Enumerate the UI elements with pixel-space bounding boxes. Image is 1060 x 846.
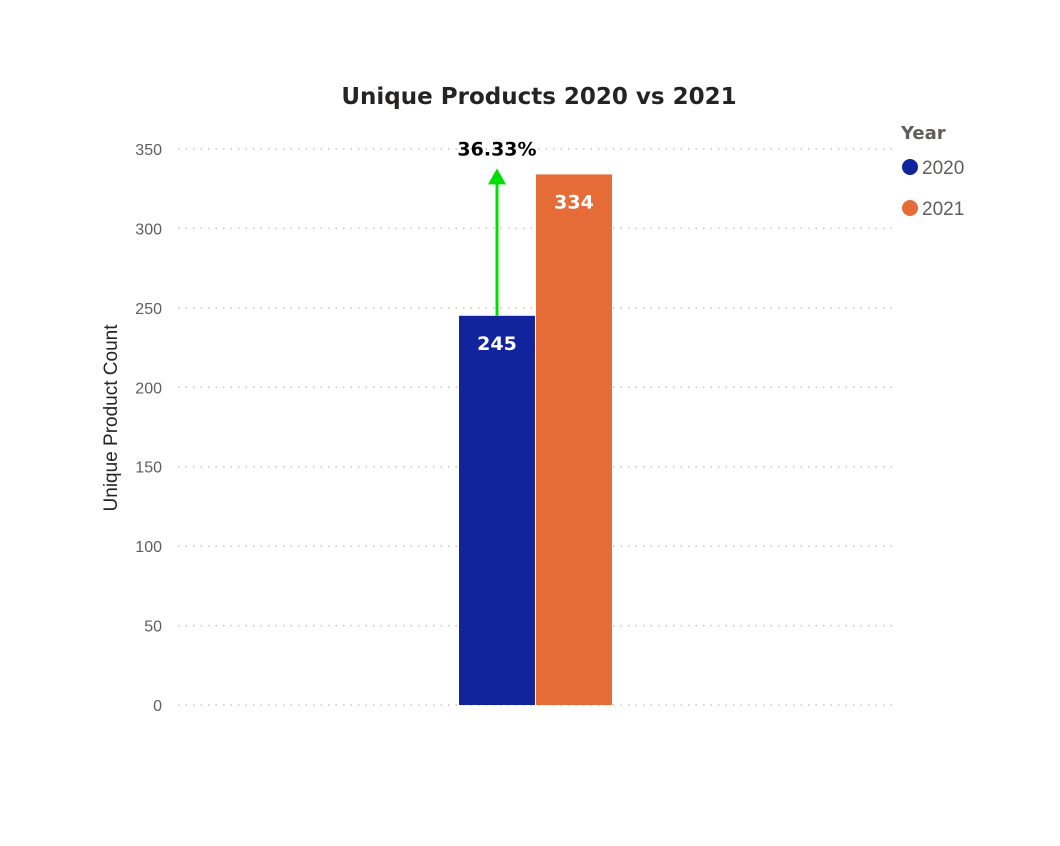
- growth-annotation: 36.33%: [457, 138, 537, 316]
- legend-marker-2020: [902, 159, 918, 175]
- legend-label-2020: 2020: [922, 158, 964, 179]
- y-tick-label-0: 0: [153, 698, 162, 715]
- legend-title: Year: [900, 123, 946, 144]
- y-tick-label-100: 100: [135, 539, 162, 556]
- bar-2020: [459, 315, 535, 705]
- y-tick-label-200: 200: [135, 380, 162, 397]
- y-tick-label-250: 250: [135, 301, 162, 318]
- y-tick-label-300: 300: [135, 221, 162, 238]
- bar-2021: [536, 174, 612, 706]
- y-tick-label-150: 150: [135, 460, 162, 477]
- growth-arrow-head-icon: [488, 168, 506, 185]
- legend: Year 2020 2021: [900, 123, 964, 220]
- y-axis-ticks: 0 50 100 150 200 250 300 350: [135, 142, 162, 715]
- legend-label-2021: 2021: [922, 199, 964, 220]
- y-axis-title: Unique Product Count: [101, 324, 122, 512]
- y-tick-label-50: 50: [144, 619, 162, 636]
- bars: [459, 174, 612, 706]
- data-label-2021: 334: [554, 191, 594, 213]
- growth-percentage-label: 36.33%: [457, 138, 536, 160]
- legend-marker-2021: [902, 200, 918, 216]
- y-tick-label-350: 350: [135, 142, 162, 159]
- data-label-2020: 245: [477, 333, 517, 355]
- data-labels: 245 334: [477, 191, 594, 354]
- chart-title: Unique Products 2020 vs 2021: [341, 84, 736, 110]
